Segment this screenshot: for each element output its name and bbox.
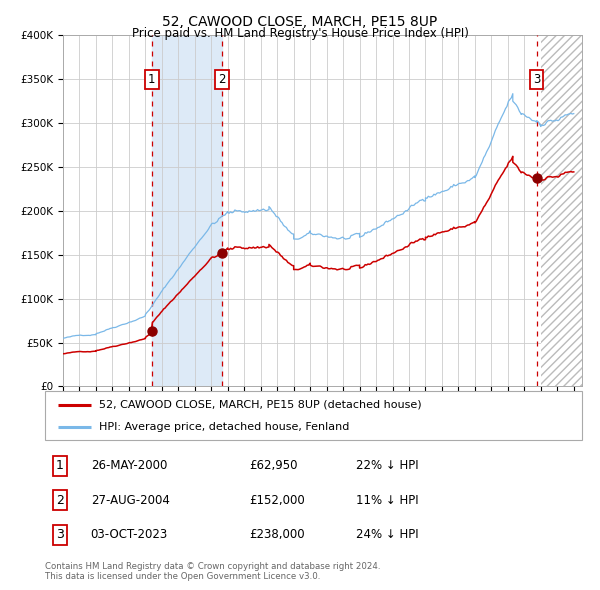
Text: 26-MAY-2000: 26-MAY-2000: [91, 459, 167, 472]
Text: 1: 1: [148, 73, 155, 86]
Text: £62,950: £62,950: [249, 459, 298, 472]
Text: 11% ↓ HPI: 11% ↓ HPI: [356, 493, 419, 507]
Text: Contains HM Land Registry data © Crown copyright and database right 2024.
This d: Contains HM Land Registry data © Crown c…: [45, 562, 380, 581]
Text: 3: 3: [533, 73, 541, 86]
Text: 52, CAWOOD CLOSE, MARCH, PE15 8UP: 52, CAWOOD CLOSE, MARCH, PE15 8UP: [163, 15, 437, 29]
Bar: [152, 35, 222, 386]
Text: £238,000: £238,000: [249, 528, 305, 541]
Text: 2: 2: [218, 73, 226, 86]
Text: 2: 2: [56, 493, 64, 507]
Text: HPI: Average price, detached house, Fenland: HPI: Average price, detached house, Fenl…: [98, 422, 349, 432]
Text: 22% ↓ HPI: 22% ↓ HPI: [356, 459, 419, 472]
Text: Price paid vs. HM Land Registry's House Price Index (HPI): Price paid vs. HM Land Registry's House …: [131, 27, 469, 40]
Bar: [541, 35, 582, 386]
Text: 52, CAWOOD CLOSE, MARCH, PE15 8UP (detached house): 52, CAWOOD CLOSE, MARCH, PE15 8UP (detac…: [98, 399, 421, 409]
Text: 3: 3: [56, 528, 64, 541]
Bar: [541, 35, 582, 386]
FancyBboxPatch shape: [45, 391, 582, 440]
Text: 03-OCT-2023: 03-OCT-2023: [91, 528, 168, 541]
Text: £152,000: £152,000: [249, 493, 305, 507]
Text: 27-AUG-2004: 27-AUG-2004: [91, 493, 170, 507]
Text: 24% ↓ HPI: 24% ↓ HPI: [356, 528, 419, 541]
Text: 1: 1: [56, 459, 64, 472]
